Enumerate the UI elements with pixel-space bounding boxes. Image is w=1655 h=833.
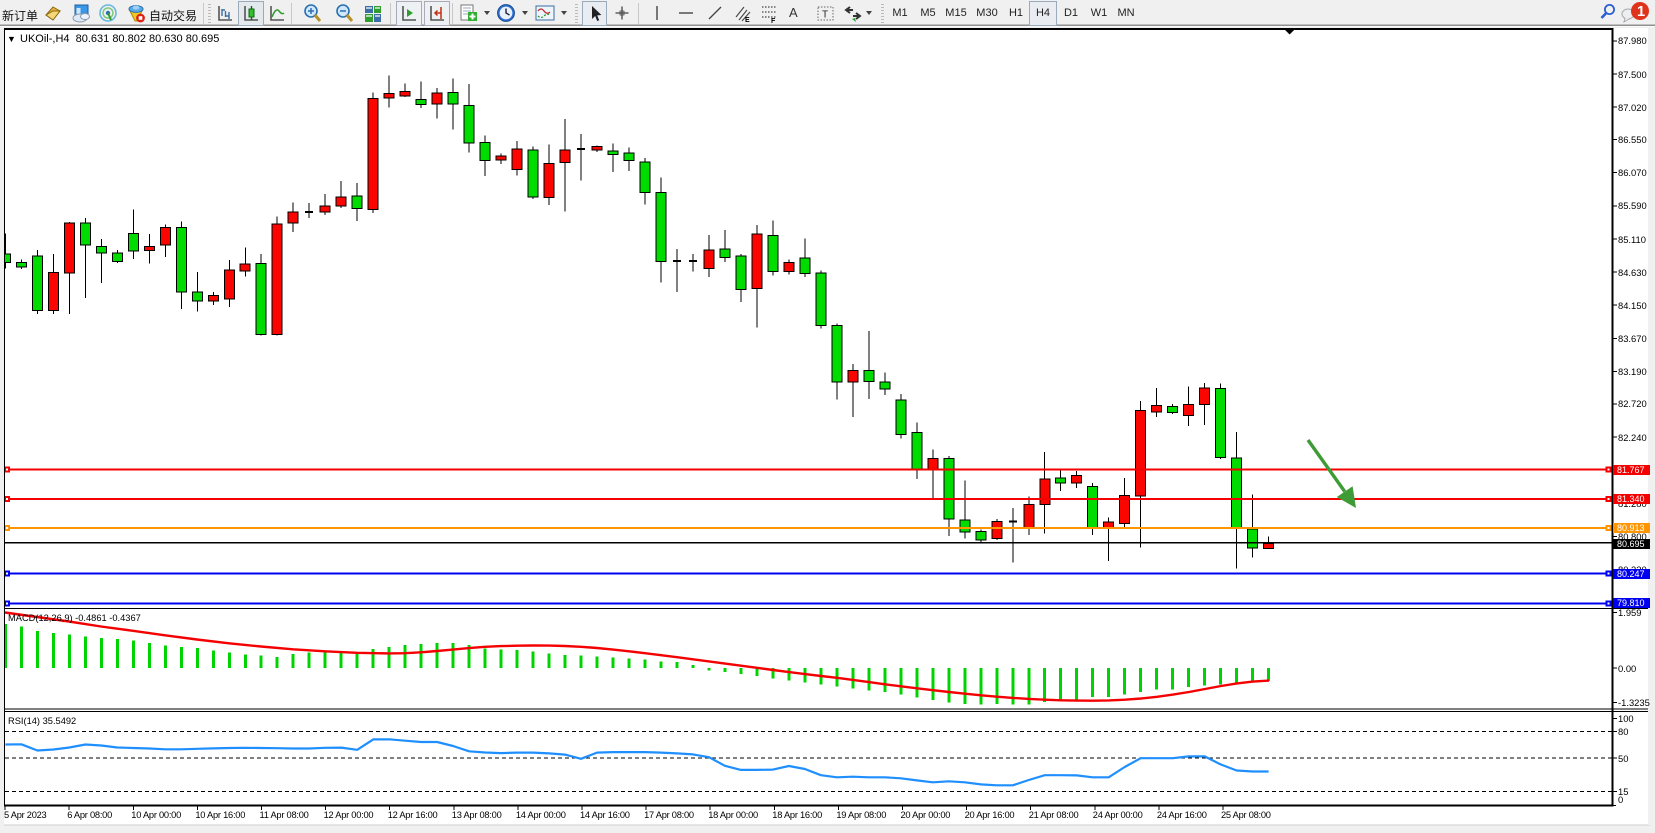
svg-text:1: 1 (1637, 4, 1645, 20)
svg-text:E: E (745, 17, 750, 24)
svg-text:T: T (822, 10, 828, 21)
svg-text:F: F (771, 18, 776, 25)
